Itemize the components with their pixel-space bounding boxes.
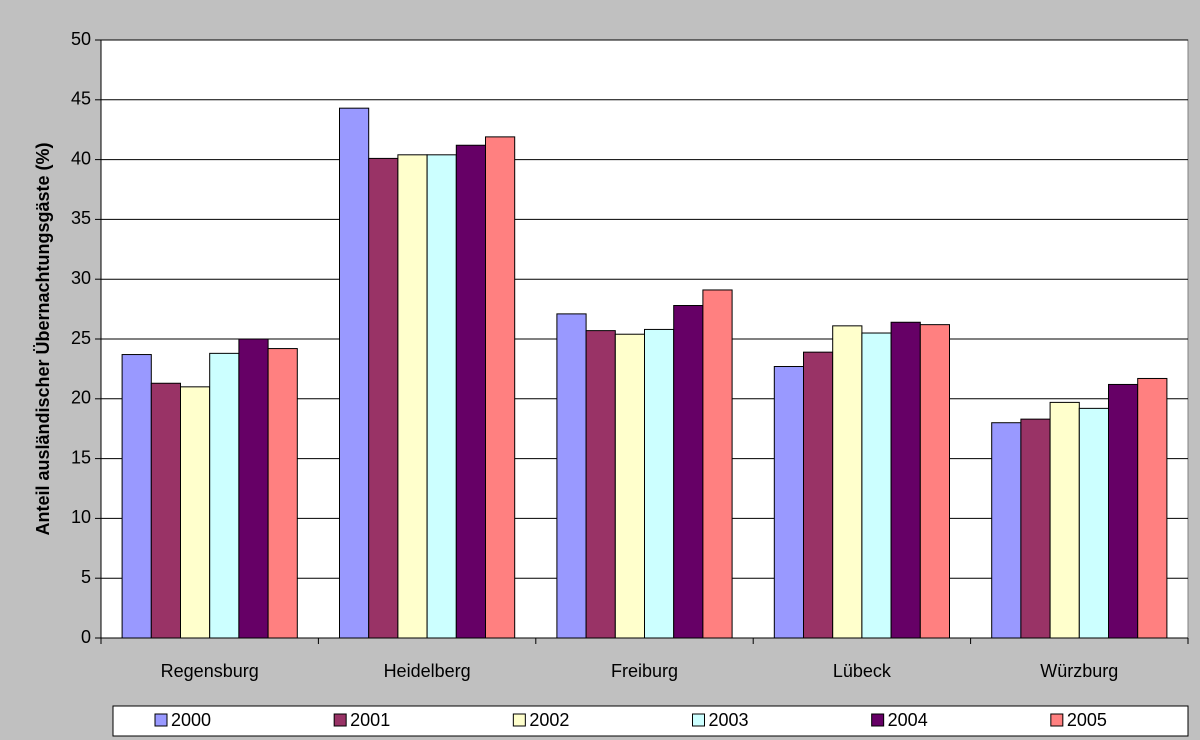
bar — [861, 332, 892, 639]
y-tick-label: 15 — [71, 447, 91, 467]
bar — [890, 321, 921, 639]
bar — [773, 366, 804, 639]
y-tick-label: 35 — [71, 208, 91, 228]
legend-swatch — [692, 713, 705, 727]
bar — [832, 325, 863, 639]
y-tick-label: 10 — [71, 507, 91, 527]
x-tick-label: Regensburg — [161, 661, 259, 681]
legend-swatch — [512, 713, 526, 727]
bar — [702, 289, 733, 639]
legend-label: 2002 — [529, 710, 569, 730]
bar — [180, 386, 211, 639]
legend-label: 2005 — [1067, 710, 1107, 730]
legend-label: 2003 — [709, 710, 749, 730]
bar — [267, 348, 298, 639]
bar — [238, 338, 269, 639]
bar — [614, 333, 645, 639]
y-tick-label: 40 — [71, 148, 91, 168]
bar — [397, 154, 428, 639]
bar — [673, 305, 704, 639]
bar — [556, 313, 587, 639]
x-tick-label: Freiburg — [611, 661, 678, 681]
legend-swatch — [1050, 713, 1064, 727]
legend-label: 2004 — [888, 710, 928, 730]
y-tick-label: 30 — [71, 268, 91, 288]
bar — [1078, 407, 1110, 639]
y-tick-label: 50 — [71, 29, 91, 49]
bar — [339, 107, 370, 639]
legend-swatch — [871, 713, 885, 727]
y-tick-label: 0 — [81, 627, 91, 647]
bar — [1049, 401, 1080, 639]
legend-swatch — [333, 713, 347, 727]
bar — [150, 382, 182, 639]
bar — [1020, 418, 1051, 639]
y-tick-label: 25 — [71, 328, 91, 348]
x-tick-label: Heidelberg — [384, 661, 471, 681]
bar — [426, 154, 457, 639]
x-tick-label: Lübeck — [833, 661, 892, 681]
bar — [991, 422, 1022, 639]
legend-label: 2001 — [350, 710, 390, 730]
bar — [485, 136, 516, 639]
bar — [803, 351, 834, 639]
y-axis-label: Anteil ausländischer Übernachtungsgäste … — [33, 142, 53, 535]
bar — [585, 330, 616, 639]
legend-label: 2000 — [171, 710, 211, 730]
bar — [368, 157, 399, 639]
bar — [1137, 377, 1168, 639]
x-tick-label: Würzburg — [1040, 661, 1118, 681]
y-tick-label: 45 — [71, 89, 91, 109]
bar — [644, 328, 675, 639]
bar — [1108, 383, 1139, 639]
legend-swatch — [154, 713, 168, 727]
legend — [112, 705, 1189, 737]
y-tick-label: 5 — [81, 567, 91, 587]
bar — [455, 144, 486, 639]
bar — [121, 354, 152, 639]
bar — [919, 324, 950, 639]
bar — [209, 352, 240, 639]
y-tick-label: 20 — [71, 388, 91, 408]
